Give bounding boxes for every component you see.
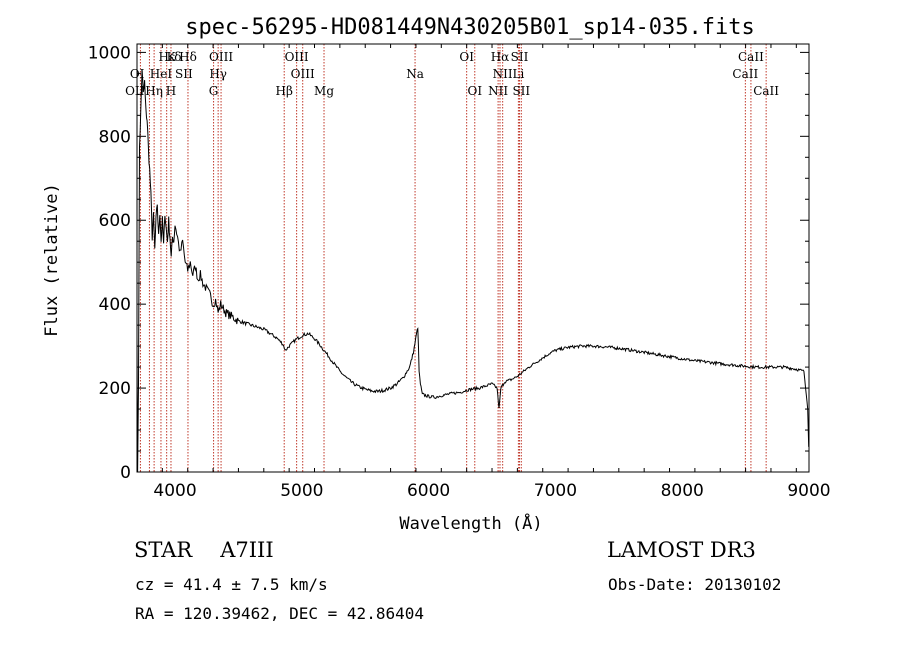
chart-title: spec-56295-HD081449N430205B01_sp14-035.f… <box>185 15 755 40</box>
x-tick-label: 4000 <box>153 481 196 501</box>
line-label: Hδ <box>179 50 197 64</box>
redshift-velocity: cz = 41.4 ± 7.5 km/s <box>135 575 328 594</box>
line-label: NII <box>493 67 513 81</box>
object-classification: STAR A7III <box>134 538 274 562</box>
line-label: OI <box>467 84 482 98</box>
y-axis-label: Flux (relative) <box>42 183 62 337</box>
line-label: K <box>167 50 177 64</box>
line-label: OIII <box>291 67 315 81</box>
line-label: SII <box>512 84 530 98</box>
line-label: OIII <box>285 50 309 64</box>
x-tick-label: 8000 <box>661 481 704 501</box>
line-label: OIII <box>209 50 233 64</box>
line-label: Li <box>512 67 524 81</box>
x-tick-label: 9000 <box>787 481 830 501</box>
y-tick-label: 400 <box>99 295 131 315</box>
y-tick-label: 1000 <box>88 43 131 63</box>
x-axis-label: Wavelength (Å) <box>399 512 542 534</box>
line-label: Hβ <box>276 84 293 98</box>
object-class: STAR <box>134 538 193 562</box>
spectrum-line <box>136 70 810 473</box>
line-label: Na <box>406 67 424 81</box>
y-tick-label: 800 <box>99 127 131 147</box>
survey-name: LAMOST DR3 <box>607 538 756 562</box>
line-label: H <box>166 84 176 98</box>
line-markers <box>139 44 767 472</box>
line-label: Hα <box>491 50 510 64</box>
line-label: CaII <box>732 67 758 81</box>
observation-date: Obs-Date: 20130102 <box>608 575 782 594</box>
line-label: Hη <box>145 84 163 98</box>
y-tick-label: 600 <box>99 211 131 231</box>
line-label: Hγ <box>209 67 227 81</box>
ra-dec-coordinates: RA = 120.39462, DEC = 42.86404 <box>135 604 424 623</box>
line-label: Hε <box>159 50 176 64</box>
line-label: CaII <box>738 50 764 64</box>
y-axis: 0 200 400 600 800 1000 <box>88 43 809 483</box>
x-tick-label: 6000 <box>407 481 450 501</box>
y-tick-label: 200 <box>99 379 131 399</box>
line-label: SII <box>511 50 529 64</box>
y-tick-label: 0 <box>120 463 131 483</box>
plot-frame <box>136 43 810 473</box>
spectral-type: A7III <box>220 538 274 562</box>
line-label: OI <box>459 50 474 64</box>
x-axis: 4000 5000 6000 7000 8000 9000 <box>136 44 831 501</box>
line-label: Mg <box>314 84 334 98</box>
line-label: SII <box>175 67 193 81</box>
line-label: G <box>209 84 219 98</box>
x-tick-label: 5000 <box>280 481 323 501</box>
x-tick-label: 7000 <box>534 481 577 501</box>
line-label: δ <box>174 50 181 64</box>
line-label: CaII <box>753 84 779 98</box>
line-label: HeI <box>150 67 173 81</box>
line-label: NII <box>488 84 508 98</box>
